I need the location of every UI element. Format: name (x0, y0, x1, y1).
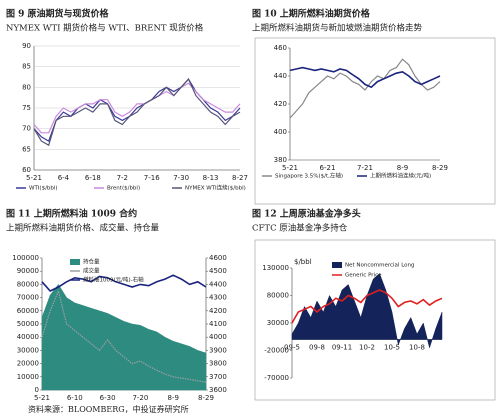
x-tick-label: 8-27 (232, 174, 248, 182)
chart-title: 图 12 上周原油基金净多头 (252, 208, 361, 220)
footer: 资料来源：BLOOMBERG，中投证券研究所 (28, 404, 189, 414)
y-tick-label: -70000 (264, 374, 289, 382)
legend-label: 成交量 (83, 267, 100, 275)
y2-tick-label: 4000 (209, 333, 227, 341)
x-tick-label: 10-8 (409, 344, 425, 352)
chart-subtitle: 上期所燃料油期货与新加坡燃油期货价格走势 (252, 23, 423, 34)
y-tick-label: 80 (22, 83, 31, 91)
y2-tick-label: 3800 (209, 360, 227, 368)
y-tick-label: 0 (35, 386, 39, 394)
chart-title: 图 11 上期所燃料油 1009 合约 (6, 208, 137, 220)
y-tick-label: 130000 (262, 264, 289, 272)
y-tick-label: 460 (274, 44, 287, 52)
legend-swatch (70, 259, 80, 265)
x-tick-label: 8-29 (432, 164, 448, 172)
x-tick-label: 6-18 (85, 174, 101, 182)
line (33, 78, 241, 147)
chart-title: 图 9 原油期货与现货价格 (6, 8, 110, 20)
x-tick-label: 7-20 (132, 394, 148, 402)
legend-label: Net Noncommercial Long (345, 263, 415, 269)
y-tick-label: 10000 (17, 373, 39, 381)
line (291, 289, 443, 324)
y-tick-label: 85 (22, 63, 31, 71)
y-tick-label: -20000 (264, 347, 289, 355)
x-tick-label: 8-9 (397, 164, 408, 172)
y-tick-label: 80000 (17, 280, 39, 288)
y-tick-label: 400 (274, 128, 287, 136)
y-tick-label: 100000 (12, 254, 39, 262)
area (291, 273, 443, 349)
y-tick-label: 50000 (17, 320, 39, 328)
x-tick-label: 7-16 (144, 174, 160, 182)
y-tick-label: 380 (274, 156, 287, 164)
area (41, 283, 207, 391)
y-tick-label: 20000 (17, 360, 39, 368)
x-tick-label: 10-5 (384, 344, 400, 352)
y-tick-label: 70000 (17, 294, 39, 302)
y2-axis-label: $/bbl (294, 258, 312, 266)
x-tick-label: 5-21 (282, 164, 298, 172)
x-tick-label: 8-29 (198, 394, 214, 402)
y-tick-label: 90000 (17, 267, 39, 275)
panel-frame (254, 239, 496, 401)
y-tick-label: 60 (22, 166, 31, 174)
y2-tick-label: 4300 (209, 294, 227, 302)
y2-tick-label: 3600 (209, 386, 227, 394)
y2-tick-label: 4400 (209, 280, 227, 288)
chart-subtitle: NYMEX WTI 期货价格与 WTI、BRENT 现货价格 (6, 23, 204, 34)
y-tick-label: 40000 (17, 333, 39, 341)
x-tick-label: 6-10 (67, 394, 83, 402)
chart-subtitle: 上期所燃料油期货价格、成交量、持仓量 (6, 223, 160, 234)
legend-label: WTI($/bbl) (29, 186, 58, 192)
legend-label: NYMEX WTI连续($/bbl) (185, 184, 246, 192)
chart-title: 图 10 上期所燃料油期货价格 (252, 8, 371, 20)
legend-label: Generic Price (345, 273, 382, 279)
x-tick-label: 09-8 (309, 344, 325, 352)
legend-swatch (332, 262, 342, 268)
x-tick-label: 5-21 (34, 394, 50, 402)
y-tick-label: 440 (274, 72, 287, 80)
x-tick-label: 09-11 (332, 344, 352, 352)
legend-label: 燃料油1009(元/吨)-右轴 (83, 276, 144, 284)
y-tick-label: 60000 (17, 307, 39, 315)
y-tick-label: 90 (22, 42, 31, 50)
x-tick-label: 7-21 (357, 164, 373, 172)
y-tick-label: 75 (22, 104, 31, 112)
y-tick-label: 420 (274, 100, 287, 108)
y2-tick-label: 4600 (209, 254, 227, 262)
line (33, 82, 241, 134)
x-tick-label: 7-2 (117, 174, 128, 182)
x-tick-label: 8-13 (203, 174, 219, 182)
y2-tick-label: 4100 (209, 320, 227, 328)
y2-tick-label: 4500 (209, 267, 227, 275)
line (41, 274, 207, 292)
x-tick-label: 09-5 (284, 344, 300, 352)
legend-label: Singapore 3.5%($/t,左轴) (275, 172, 343, 180)
y-tick-label: 30000 (267, 319, 289, 327)
line (289, 66, 441, 89)
y2-tick-label: 4200 (209, 307, 227, 315)
y2-tick-label: 3900 (209, 346, 227, 354)
y-tick-label: 80000 (267, 292, 289, 300)
line (41, 289, 207, 383)
x-tick-label: 7-30 (173, 174, 189, 182)
legend-label: 持仓量 (83, 258, 100, 266)
x-tick-label: 10-2 (359, 344, 375, 352)
x-tick-label: 5-21 (26, 174, 42, 182)
x-tick-label: 6-30 (100, 394, 116, 402)
chart-subtitle: CFTC 原油基金净多持仓 (252, 223, 348, 234)
legend-label: 上期所燃料油连续(元/吨) (370, 172, 431, 180)
legend-label: Brent($/bbl) (107, 186, 140, 192)
y-tick-label: 30000 (17, 346, 39, 354)
x-tick-label: 6-4 (58, 174, 70, 182)
line (289, 58, 441, 119)
y-tick-label: 70 (22, 125, 31, 133)
line (33, 78, 241, 142)
panel-frame (254, 37, 496, 205)
x-tick-label: 8-9 (167, 394, 178, 402)
y-tick-label: 65 (22, 145, 31, 153)
x-tick-label: 6-21 (320, 164, 336, 172)
y2-tick-label: 3700 (209, 373, 227, 381)
